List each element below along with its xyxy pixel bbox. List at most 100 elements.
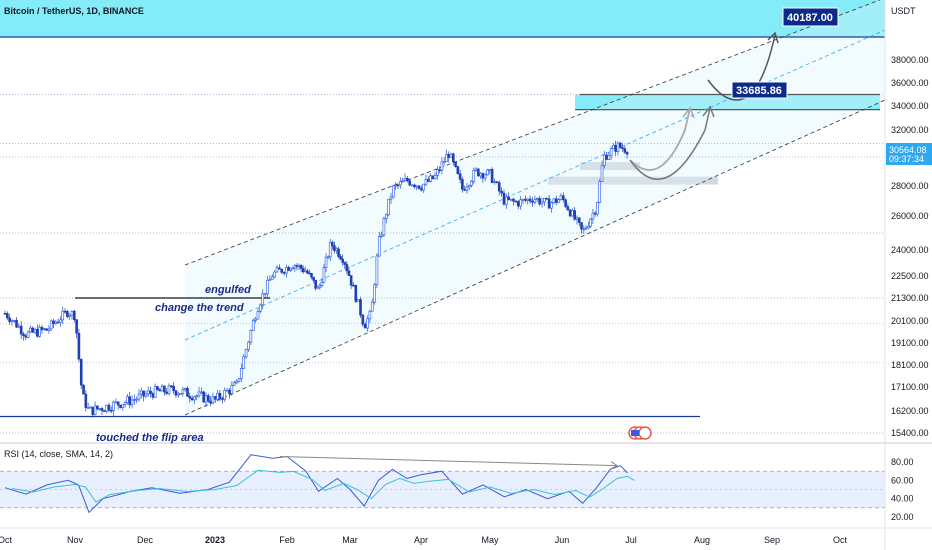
candle-body: [470, 181, 473, 186]
candle-body: [442, 161, 446, 163]
candle-body: [79, 358, 83, 386]
rsi-ma-line: [11, 469, 635, 503]
event-marker-icon[interactable]: [628, 426, 652, 440]
time-tick-label: May: [481, 535, 499, 545]
candle-body: [557, 199, 560, 203]
candle-body: [479, 173, 482, 177]
candle-body: [384, 214, 388, 219]
candle-body: [63, 310, 67, 313]
candle-body: [399, 181, 402, 186]
candle-body: [17, 325, 21, 328]
candle-body: [533, 199, 537, 203]
candle-body: [89, 406, 92, 409]
candle-body: [497, 182, 501, 192]
candle-body: [119, 404, 122, 408]
candle-body: [490, 169, 494, 183]
candle-body: [66, 311, 69, 317]
annotation-change-trend: change the trend: [155, 302, 244, 314]
candle-body: [197, 391, 201, 397]
candle-body: [98, 408, 102, 410]
candle-body: [345, 264, 349, 272]
candle-body: [531, 200, 534, 203]
candle-body: [543, 197, 546, 203]
candle-body: [361, 314, 365, 325]
candle-body: [133, 399, 136, 401]
candle-body: [149, 390, 152, 394]
candle-body: [618, 142, 622, 148]
candle-body: [461, 179, 464, 190]
candle-body: [420, 188, 423, 191]
candle-body: [216, 392, 219, 400]
candle-body: [502, 192, 506, 205]
candle-body: [366, 318, 369, 329]
candle-body: [445, 154, 448, 162]
candle-body: [275, 267, 279, 273]
symbol-title: Bitcoin / TetherUS, 1D, BINANCE: [4, 6, 144, 16]
candle-body: [401, 180, 404, 183]
arrowhead-3: [767, 31, 779, 44]
price-tick-label: 28000.00: [891, 181, 929, 191]
candle-body: [211, 396, 215, 404]
candle-body: [552, 198, 556, 203]
candle-body: [235, 380, 238, 384]
candle-body: [535, 198, 539, 200]
candle-body: [422, 183, 425, 191]
price-tick-label: 34000.00: [891, 101, 929, 111]
candle-body: [8, 317, 11, 323]
candle-body: [320, 281, 324, 286]
candle-body: [408, 180, 412, 186]
candle-body: [193, 396, 196, 401]
candle-body: [373, 284, 376, 303]
candle-body: [415, 185, 419, 188]
top-resistance-zone: [0, 0, 885, 37]
candle-body: [571, 210, 574, 217]
candle-body: [278, 267, 281, 270]
candle-body: [167, 385, 171, 394]
price-tick-label: 16200.00: [891, 406, 929, 416]
candle-body: [616, 142, 620, 152]
candle-body: [447, 154, 451, 158]
candle-body: [93, 405, 97, 415]
candle-body: [96, 405, 99, 410]
rsi-tick-label: 80.00: [891, 457, 914, 467]
candle-body: [356, 299, 360, 302]
candle-body: [359, 299, 362, 316]
time-axis: Oct Nov Dec 2023 Feb Mar Apr May Jun Jul Aug Sep Oct: [0, 535, 847, 545]
candle-body: [299, 265, 303, 269]
candle-body: [568, 209, 572, 217]
candle-body: [45, 328, 48, 331]
candle-body: [602, 154, 606, 166]
candle-body: [310, 273, 313, 278]
candle-body: [495, 181, 499, 183]
time-tick-label: Sep: [764, 535, 780, 545]
candle-body: [308, 272, 311, 275]
candles-layer: [3, 140, 629, 418]
candle-body: [26, 331, 30, 338]
candle-body: [221, 398, 224, 400]
candle-body: [486, 169, 489, 176]
candle-body: [268, 279, 272, 281]
candle-body: [326, 256, 330, 259]
candle-body: [38, 326, 41, 337]
candle-body: [577, 217, 581, 223]
candle-body: [580, 222, 583, 230]
candle-body: [440, 161, 444, 171]
candle-body: [100, 408, 104, 411]
candle-body: [247, 341, 250, 350]
candle-body: [160, 385, 164, 392]
candle-body: [121, 404, 125, 408]
candle-body: [188, 396, 192, 399]
candle-body: [521, 198, 525, 201]
candle-body: [232, 382, 236, 386]
candle-body: [228, 389, 231, 394]
candle-body: [354, 285, 358, 302]
candle-body: [328, 241, 332, 258]
candle-body: [449, 153, 453, 158]
candle-body: [589, 218, 592, 227]
candle-body: [73, 310, 76, 320]
channel-lower-line: [184, 99, 886, 416]
candle-body: [172, 385, 175, 392]
candle-body: [170, 385, 173, 388]
price-tick-label: 38000.00: [891, 55, 929, 65]
